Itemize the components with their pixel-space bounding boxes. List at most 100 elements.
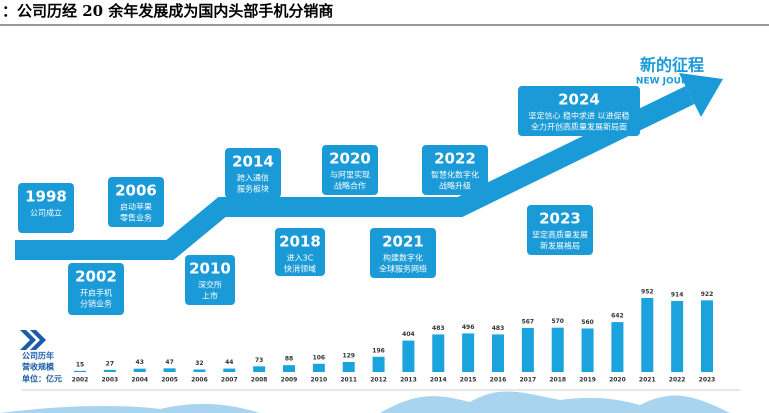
milestone-year: 2014 — [232, 153, 274, 171]
milestone-text: 战略升级 — [439, 181, 471, 191]
chevron-icon — [20, 330, 46, 350]
chart-label: 公司历年 — [22, 351, 54, 361]
mountains — [0, 391, 730, 413]
milestone-text: 零售业务 — [120, 213, 152, 223]
bar — [521, 327, 534, 372]
x-tick-label: 2012 — [370, 377, 387, 384]
x-tick-label: 2009 — [281, 377, 298, 384]
milestone-year: 2002 — [75, 268, 117, 286]
milestone-text: 全球服务网络 — [379, 264, 427, 274]
milestone-year: 2018 — [279, 233, 321, 251]
value-label: 567 — [522, 318, 535, 325]
x-tick-label: 2008 — [251, 377, 268, 384]
x-tick-label: 2007 — [221, 377, 238, 384]
milestone-box — [68, 263, 124, 315]
value-label: 914 — [671, 291, 684, 298]
milestone-text: 上市 — [202, 291, 218, 301]
value-label: 196 — [372, 347, 385, 354]
x-tick-label: 2006 — [191, 377, 208, 384]
milestone-box — [518, 86, 640, 136]
bar — [193, 369, 206, 372]
journey-subtitle: NEW JOURNEY — [636, 77, 709, 87]
value-label: 129 — [342, 352, 355, 359]
milestone-year: 2010 — [189, 260, 231, 278]
milestone-text: 全力开创高质量发展新局面 — [531, 122, 627, 132]
milestone-box — [370, 228, 436, 278]
value-label: 560 — [581, 319, 594, 326]
value-label: 642 — [611, 313, 624, 320]
bar — [283, 365, 295, 372]
milestone-box — [18, 183, 74, 233]
value-label: 47 — [165, 359, 173, 366]
value-label: 404 — [402, 331, 415, 338]
milestone-text: 服务板块 — [237, 184, 269, 194]
milestone-text: 进入3C — [287, 254, 314, 263]
bar — [342, 361, 355, 372]
milestone-text: 深交所 — [198, 280, 222, 290]
milestone-box — [422, 145, 488, 195]
value-label: 73 — [255, 357, 263, 364]
milestone-year: 1998 — [25, 188, 67, 206]
chart-unit: 单位：亿元 — [22, 374, 62, 384]
bar — [253, 366, 266, 372]
milestone-text: 坚定信心 稳中求进 以进促稳 — [528, 111, 629, 121]
value-label: 952 — [641, 289, 654, 296]
value-label: 922 — [701, 291, 714, 298]
x-tick-label: 2020 — [609, 377, 626, 384]
value-label: 27 — [106, 360, 114, 367]
value-label: 106 — [313, 354, 326, 361]
milestone-box — [185, 255, 235, 305]
milestone-text: 启动苹果 — [120, 202, 152, 212]
milestone-box — [108, 177, 164, 227]
bar — [402, 340, 415, 372]
x-tick-label: 2021 — [639, 377, 656, 384]
milestone-text: 坚定高质量发展 — [532, 230, 588, 240]
x-tick-label: 2019 — [579, 377, 596, 384]
value-label: 496 — [462, 324, 475, 331]
milestone-text: 开启手机 — [80, 288, 112, 298]
milestone-text: 快消领域 — [284, 264, 316, 274]
value-label: 483 — [432, 325, 445, 332]
milestone-text: 公司成立 — [30, 208, 62, 218]
milestone-year: 2024 — [558, 91, 600, 109]
milestone-box — [225, 148, 281, 198]
arrow-head — [679, 73, 723, 117]
bar — [163, 368, 176, 372]
bar — [611, 322, 624, 372]
x-tick-label: 2005 — [161, 377, 178, 384]
bar — [74, 370, 86, 372]
milestone-text: 与阿里实现 — [330, 170, 370, 180]
bar — [432, 334, 445, 372]
value-label: 483 — [492, 325, 505, 332]
bar — [551, 327, 564, 372]
bar — [372, 356, 385, 372]
x-tick-label: 2002 — [72, 377, 89, 384]
milestone-text: 分销业务 — [80, 299, 112, 309]
milestone-year: 2006 — [115, 182, 157, 200]
x-tick-label: 2013 — [400, 377, 417, 384]
value-label: 43 — [136, 359, 144, 366]
value-label: 88 — [285, 356, 293, 363]
milestone-box — [527, 205, 593, 255]
x-tick-label: 2010 — [311, 377, 328, 384]
bar — [641, 298, 654, 372]
x-tick-label: 2017 — [520, 377, 537, 384]
bar — [581, 328, 594, 372]
bar — [133, 368, 146, 372]
value-label: 570 — [551, 318, 564, 325]
x-tick-label: 2014 — [430, 377, 447, 384]
value-label: 44 — [225, 359, 233, 366]
x-tick-label: 2015 — [460, 377, 477, 384]
bar — [223, 368, 236, 372]
x-tick-label: 2003 — [102, 377, 119, 384]
x-tick-label: 2022 — [669, 377, 686, 384]
milestone-text: 战略合作 — [334, 181, 366, 191]
milestone-box — [275, 228, 325, 276]
milestone-text: 跨入通信 — [237, 173, 269, 183]
x-tick-label: 2011 — [340, 377, 357, 384]
bar — [312, 363, 325, 372]
bar — [462, 333, 475, 372]
milestone-year: 2021 — [382, 233, 424, 251]
milestone-text: 构建数字化 — [383, 253, 423, 263]
chart-label: 营收规模 — [22, 362, 55, 372]
